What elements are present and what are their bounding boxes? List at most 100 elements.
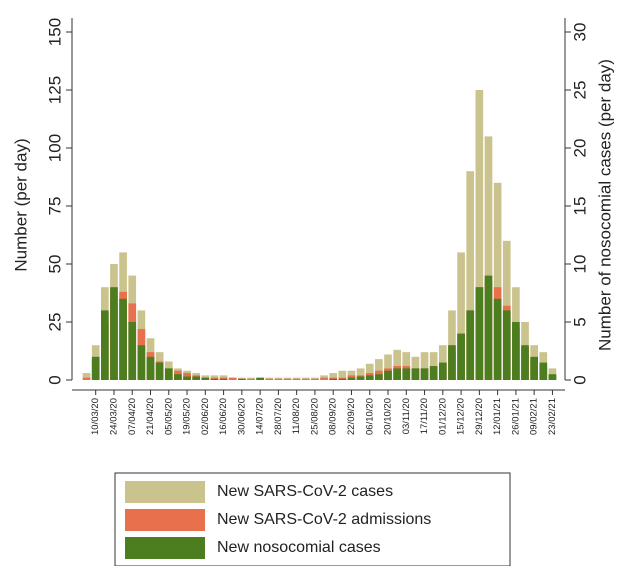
x-tick-label: 19/05/20 [182, 398, 193, 435]
bar [320, 377, 328, 380]
bar [292, 378, 301, 380]
x-tick-label: 16/06/20 [218, 398, 229, 435]
bar [119, 298, 127, 380]
x-tick-label: 12/01/21 [492, 398, 503, 435]
x-tick-label: 26/01/21 [510, 398, 521, 435]
bar [146, 356, 155, 380]
y-tick-label: 75 [45, 197, 64, 216]
y-axis-title: Number (per day) [11, 138, 30, 271]
bar [365, 375, 374, 380]
bar [82, 373, 91, 380]
bar [164, 368, 173, 380]
bar [347, 377, 356, 380]
bar [448, 345, 456, 380]
bar [91, 356, 100, 380]
bar [548, 374, 557, 380]
bar [466, 171, 475, 380]
x-tick-label: 02/06/20 [200, 398, 211, 435]
y2-tick-label: 25 [570, 81, 589, 100]
bar [356, 376, 365, 380]
bar [393, 368, 401, 380]
x-tick-label: 05/05/20 [163, 398, 174, 435]
legend-label: New nosocomial cases [217, 539, 381, 556]
bar [457, 333, 465, 380]
bar [311, 378, 319, 380]
legend-swatch [125, 481, 205, 503]
bar [475, 90, 484, 380]
y-tick-label: 100 [45, 134, 64, 162]
legend-swatch [125, 537, 205, 559]
x-tick-label: 08/09/20 [328, 398, 339, 435]
y-tick-label: 0 [45, 375, 64, 384]
y2-tick-label: 5 [570, 317, 589, 326]
x-tick-label: 23/02/21 [547, 398, 558, 435]
x-tick-label: 28/07/20 [273, 398, 284, 435]
bar [365, 363, 374, 380]
bar [530, 356, 538, 380]
x-tick-label: 25/08/20 [309, 398, 320, 435]
bar [265, 378, 274, 380]
bar [384, 354, 392, 380]
x-tick-label: 15/12/20 [456, 398, 467, 435]
bar [247, 378, 255, 380]
bar [375, 374, 383, 380]
x-tick-label: 01/12/20 [437, 398, 448, 435]
x-tick-label: 17/11/20 [419, 398, 430, 434]
bar [201, 377, 210, 380]
bar [420, 352, 429, 380]
bar [512, 322, 520, 380]
x-tick-label: 24/03/20 [108, 398, 119, 435]
x-tick-label: 07/04/20 [127, 398, 138, 435]
bar [274, 378, 283, 380]
bar [219, 378, 228, 380]
bar [484, 136, 493, 380]
bar [420, 368, 429, 380]
bar [493, 182, 502, 380]
x-tick-label: 09/02/21 [529, 398, 540, 435]
bar [493, 298, 502, 380]
bar [521, 345, 529, 380]
y2-tick-label: 15 [570, 197, 589, 216]
bar [475, 287, 484, 380]
bar [128, 322, 137, 380]
bar [183, 376, 191, 380]
bar [256, 377, 264, 380]
y-tick-label: 50 [45, 255, 64, 274]
y2-axis-title: Number of nosocomial cases (per day) [595, 59, 614, 351]
x-tick-label: 29/12/20 [474, 398, 485, 435]
bar [438, 362, 447, 380]
bar [155, 362, 164, 380]
legend-label: New SARS-CoV-2 cases [217, 483, 393, 500]
bar [329, 378, 338, 380]
bar [137, 345, 146, 380]
x-tick-label: 20/10/20 [383, 398, 394, 435]
y2-tick-label: 20 [570, 139, 589, 158]
bar [192, 376, 201, 380]
x-tick-label: 11/08/20 [291, 398, 302, 434]
bar [539, 362, 548, 380]
bar [101, 310, 109, 380]
x-tick-label: 30/06/20 [236, 398, 247, 435]
bar [210, 378, 219, 380]
legend-swatch [125, 509, 205, 531]
y-tick-label: 25 [45, 313, 64, 332]
bar [393, 349, 401, 380]
bar [238, 378, 246, 380]
bar [457, 252, 465, 380]
bar [402, 368, 411, 380]
y2-tick-label: 0 [570, 375, 589, 384]
y2-tick-label: 10 [570, 255, 589, 274]
x-tick-label: 22/09/20 [346, 398, 357, 435]
bar [502, 310, 511, 380]
bar [384, 370, 392, 380]
bar [466, 310, 475, 380]
bar [110, 287, 118, 380]
bar [484, 275, 493, 380]
x-tick-label: 03/11/20 [401, 398, 412, 434]
bar [228, 377, 237, 380]
bar [356, 368, 365, 380]
x-tick-label: 14/07/20 [255, 398, 266, 435]
legend-label: New SARS-CoV-2 admissions [217, 511, 431, 528]
bar [329, 373, 338, 380]
